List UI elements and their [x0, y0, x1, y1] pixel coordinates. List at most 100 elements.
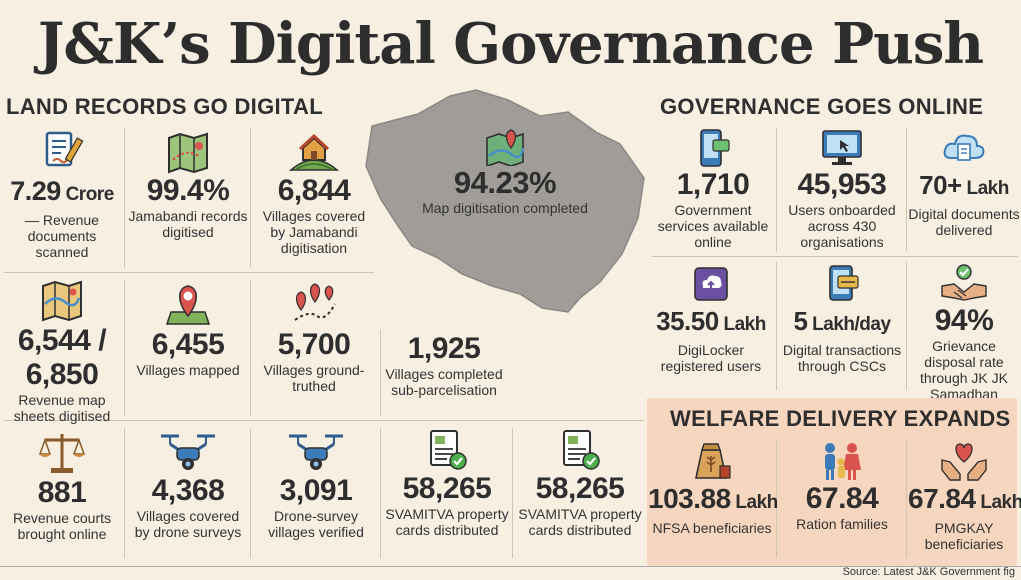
phone-icon	[700, 129, 730, 167]
grain-sack-icon	[695, 443, 731, 479]
divider	[652, 256, 1018, 257]
stat-caption: Ration families	[796, 516, 888, 532]
bottom-rule	[0, 566, 1021, 567]
stat-value: 103.88	[648, 483, 731, 514]
divider	[250, 428, 251, 558]
stat-caption: Drone-survey villages verified	[268, 508, 364, 540]
stat-caption: NFSA beneficiaries	[652, 520, 772, 536]
stat-revenue-documents: 7.29 Crore — Revenue documents scanned	[2, 130, 122, 260]
stat-svamitva-cards: 58,265 SVAMITVA property cards distribut…	[384, 428, 510, 538]
page-title: J&K’s Digital Governance Push	[37, 11, 984, 77]
welfare-heading: WELFARE DELIVERY EXPANDS	[670, 406, 1011, 431]
map-location-icon	[486, 129, 525, 166]
stat-caption: Jamabandi records digitised	[128, 208, 248, 240]
digilocker-icon	[694, 267, 728, 301]
stat-value: 58,265	[402, 472, 492, 505]
stat-unit: Lakh	[730, 492, 778, 513]
stat-map-sheets: 6,544 / 6,850 Revenue map sheets digitis…	[2, 280, 122, 424]
divider	[380, 428, 381, 558]
stat-caption: Users onboarded across 430 organisations	[788, 202, 896, 250]
stat-nfsa-beneficiaries: 103.88 Lakh NFSA beneficiaries	[648, 440, 778, 536]
stat-unit: Lakh	[961, 178, 1010, 199]
stat-sub-parcelisation: 1,925 Villages completed sub-parcelisati…	[384, 332, 504, 398]
stat-value: 6,455	[151, 328, 225, 361]
stat-caption: Revenue map sheets digitised	[13, 392, 111, 424]
stat-unit: Lakh	[975, 492, 1021, 513]
welfare-panel	[647, 398, 1017, 566]
stat-caption: PMGKAY beneficiaries	[924, 520, 1004, 552]
stat-ration-families: 67.84 Ration families	[780, 440, 904, 532]
divider	[776, 128, 777, 252]
stat-value: 45,953	[797, 168, 887, 201]
divider	[124, 280, 125, 416]
stat-caption: — Revenue documents scanned	[25, 212, 99, 260]
monitor-icon	[822, 130, 862, 165]
source-note: Source: Latest J&K Government fig	[842, 566, 1015, 578]
stat-drone-surveys: 4,368 Villages covered by drone surveys	[128, 430, 248, 540]
scales-icon	[38, 434, 86, 473]
stat-caption: Digital transactions through CSCs	[782, 342, 902, 374]
stat-pmgkay-beneficiaries: 67.84 Lakh PMGKAY beneficiaries	[908, 440, 1021, 552]
stat-svamitva-cards-2: 58,265 SVAMITVA property cards distribut…	[516, 428, 644, 538]
divider	[776, 440, 777, 558]
land-records-heading: LAND RECORDS GO DIGITAL	[6, 94, 323, 119]
stat-jamabandi-records: 99.4% Jamabandi records digitised	[128, 130, 248, 240]
stat-value: 94%	[934, 304, 994, 337]
mobile-payment-icon	[829, 265, 859, 301]
family-icon	[825, 443, 861, 480]
stat-caption: Villages ground-truthed	[263, 362, 365, 394]
drone-icon	[289, 434, 343, 470]
hands-heart-icon	[941, 443, 987, 481]
divider	[250, 280, 251, 416]
property-card-icon	[430, 430, 467, 470]
stat-villages-mapped: 6,455 Villages mapped	[128, 280, 248, 378]
stat-ground-truthed: 5,700 Villages ground-truthed	[254, 280, 374, 394]
stat-value: 3,091	[279, 474, 353, 507]
stat-caption: Revenue courts brought online	[12, 510, 112, 542]
stat-caption: Government services available online	[657, 202, 769, 250]
stat-value: 1,925	[407, 332, 481, 365]
stat-caption: SVAMITVA property cards distributed	[385, 506, 509, 538]
stat-caption: Villages covered by Jamabandi digitisati…	[262, 208, 366, 256]
stat-value: 1,710	[676, 168, 750, 201]
stat-unit: Lakh/day	[807, 314, 891, 335]
map-value: 94.23%	[453, 165, 557, 200]
divider	[512, 428, 513, 558]
stat-value: 67.84	[805, 482, 879, 515]
map-sheet-icon	[42, 280, 82, 322]
stat-caption: Villages covered by drone surveys	[134, 508, 242, 540]
property-card-icon	[563, 430, 600, 470]
stat-caption: SVAMITVA property cards distributed	[518, 506, 642, 538]
stat-digilocker-users: 35.50 Lakh DigiLocker registered users	[646, 262, 776, 374]
map-caption: Map digitisation completed	[422, 200, 588, 216]
stat-caption: DigiLocker registered users	[660, 342, 762, 374]
stat-value: 4,368	[151, 474, 225, 507]
stat-villages-jamabandi: 6,844 Villages covered by Jamabandi digi…	[254, 130, 374, 256]
divider	[124, 128, 125, 268]
stat-revenue-courts: 881 Revenue courts brought online	[2, 430, 122, 542]
divider	[4, 420, 644, 421]
stat-users-onboarded: 45,953 Users onboarded across 430 organi…	[780, 128, 904, 250]
stat-value: 58,265	[535, 472, 625, 505]
map-pin-icon	[165, 285, 211, 325]
stat-value: 67.84	[908, 483, 976, 514]
divider	[776, 262, 777, 390]
divider	[250, 128, 251, 268]
stat-govt-services: 1,710 Government services available onli…	[652, 128, 774, 250]
document-pen-icon	[45, 131, 84, 167]
stat-value: 6,844	[277, 174, 351, 207]
stat-digital-documents: 70+ Lakh Digital documents delivered	[908, 128, 1020, 238]
stat-value: 35.50	[656, 306, 719, 336]
stat-drone-verified: 3,091 Drone-survey villages verified	[254, 430, 378, 540]
stat-unit: Crore	[60, 184, 115, 205]
stat-value: 70+	[919, 170, 962, 200]
stat-value: 5,700	[277, 328, 351, 361]
handshake-icon	[941, 264, 987, 301]
stat-caption: Digital documents delivered	[908, 206, 1020, 238]
divider	[906, 440, 907, 558]
stat-caption: Grievance disposal rate through JK JK Sa…	[920, 338, 1008, 402]
route-pins-icon	[294, 283, 336, 321]
divider	[906, 128, 907, 252]
stat-unit: Lakh	[718, 314, 766, 335]
stat-caption: Villages mapped	[136, 362, 240, 378]
